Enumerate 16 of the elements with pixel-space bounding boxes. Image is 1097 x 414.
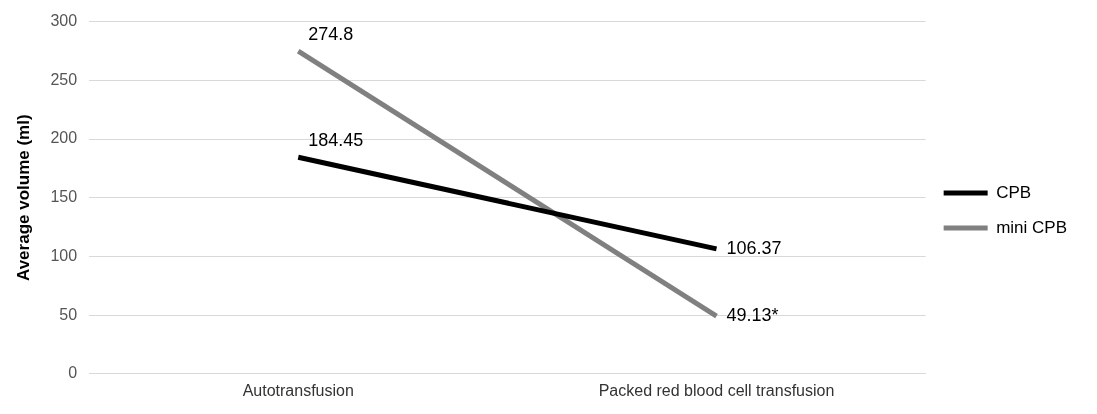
legend-label: mini CPB — [996, 217, 1068, 237]
y-tick-label: 100 — [50, 246, 78, 264]
y-tick-label: 300 — [50, 12, 78, 30]
data-label: 49.13* — [726, 305, 779, 326]
y-tick-label: 50 — [59, 305, 78, 323]
x-tick-label: Autotransfusion — [242, 381, 354, 399]
data-label: 106.37 — [726, 237, 782, 258]
data-label: 184.45 — [308, 130, 364, 151]
y-tick-label: 200 — [50, 129, 78, 147]
x-tick-label: Packed red blood cell transfusion — [598, 381, 835, 399]
y-axis-title: Average volume (ml) — [13, 114, 33, 281]
y-tick-label: 250 — [50, 70, 78, 88]
legend-label: CPB — [996, 182, 1032, 202]
data-label: 274.8 — [308, 24, 354, 45]
y-tick-label: 0 — [68, 364, 78, 382]
y-tick-label: 150 — [50, 188, 78, 206]
